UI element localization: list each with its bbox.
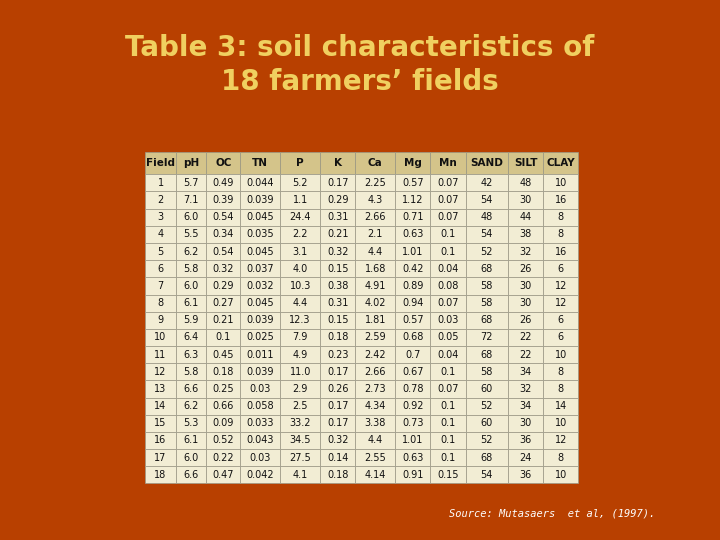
Text: Table 3: soil characteristics of
18 farmers’ fields: Table 3: soil characteristics of 18 farm… bbox=[125, 34, 595, 96]
Text: Source: Mutasaers  et al, (1997).: Source: Mutasaers et al, (1997). bbox=[449, 508, 655, 518]
